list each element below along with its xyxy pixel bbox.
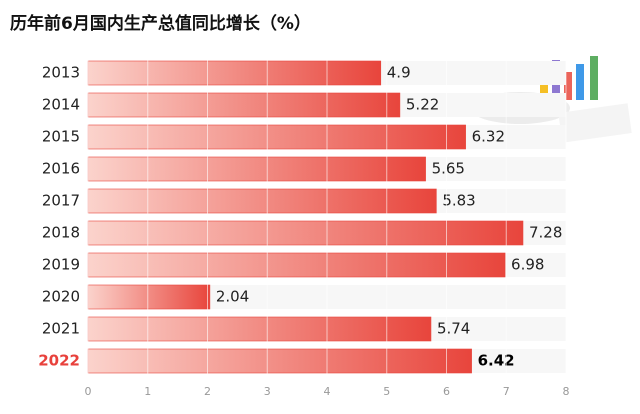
x-tick-label: 2 xyxy=(204,385,211,398)
bar xyxy=(87,60,382,86)
x-tick-label: 0 xyxy=(85,385,92,398)
y-tick-label: 2016 xyxy=(42,160,80,178)
value-label: 5.65 xyxy=(432,160,465,178)
y-tick-label: 2020 xyxy=(42,288,80,306)
y-tick-label: 2014 xyxy=(42,96,80,114)
chart-title: 历年前6月国内生产总值同比增长（%） xyxy=(10,13,311,34)
y-tick-label: 2018 xyxy=(42,224,80,242)
x-tick-label: 7 xyxy=(503,385,510,398)
y-tick-label: 2015 xyxy=(42,128,80,146)
x-tick-label: 1 xyxy=(144,385,151,398)
value-label: 6.98 xyxy=(511,256,544,274)
y-tick-label: 2017 xyxy=(42,192,80,210)
bar xyxy=(87,92,401,118)
value-label: 5.74 xyxy=(437,320,470,338)
x-tick-label: 5 xyxy=(383,385,390,398)
x-tick-label: 6 xyxy=(443,385,450,398)
value-label: 4.9 xyxy=(387,64,411,82)
bar xyxy=(87,188,437,214)
value-label: 6.42 xyxy=(478,352,515,370)
value-label: 2.04 xyxy=(216,288,249,306)
bar xyxy=(87,220,524,246)
bar xyxy=(87,156,426,182)
x-tick-label: 8 xyxy=(563,385,570,398)
bar xyxy=(87,348,472,374)
value-label: 5.22 xyxy=(406,96,439,114)
y-tick-label: 2022 xyxy=(38,352,80,370)
y-tick-label: 2019 xyxy=(42,256,80,274)
bar xyxy=(87,316,432,342)
value-label: 5.83 xyxy=(442,192,475,210)
x-tick-label: 4 xyxy=(324,385,331,398)
bar xyxy=(87,252,506,278)
value-label: 6.32 xyxy=(472,128,505,146)
y-tick-label: 2021 xyxy=(42,320,80,338)
value-label: 7.28 xyxy=(529,224,562,242)
bar xyxy=(87,284,211,310)
y-tick-label: 2013 xyxy=(42,64,80,82)
x-tick-label: 3 xyxy=(264,385,271,398)
bar xyxy=(87,124,466,150)
